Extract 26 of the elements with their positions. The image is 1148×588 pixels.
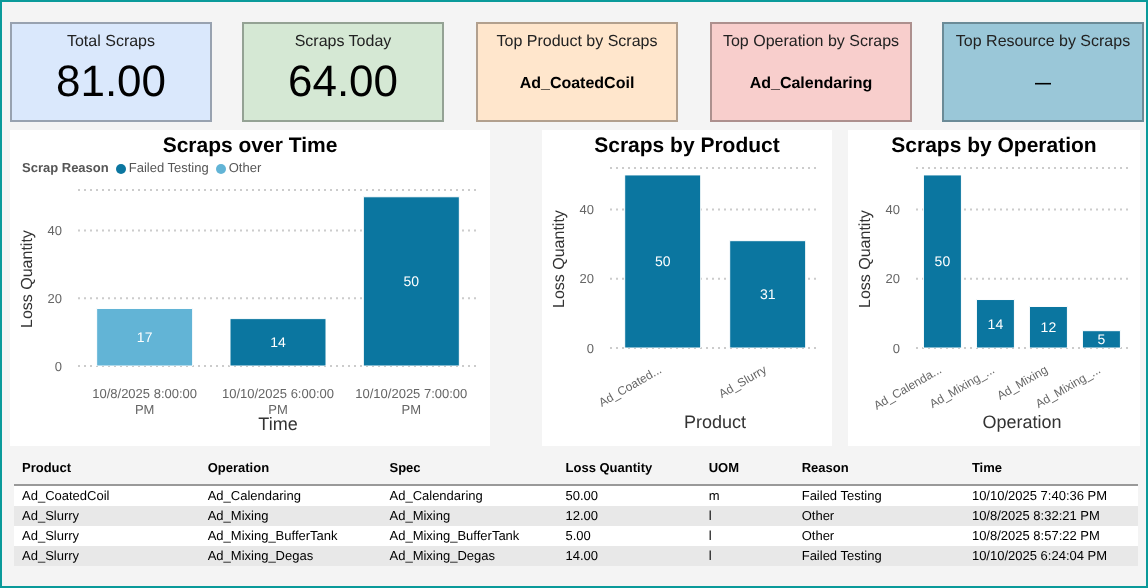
bar xyxy=(362,196,460,366)
chart-title: Scraps by Operation xyxy=(889,134,1099,158)
text: Ad_Calendaring xyxy=(747,74,875,92)
bar xyxy=(96,307,194,366)
text: 81.00 xyxy=(53,56,169,108)
text: Top Resource by Scraps xyxy=(953,32,1133,50)
text: 64.00 xyxy=(285,56,401,108)
text: Top Product by Scraps xyxy=(494,32,660,50)
bar xyxy=(922,174,962,348)
chart-title: Scraps by Product xyxy=(592,134,782,158)
bar xyxy=(229,318,327,366)
y-axis-title: Loss Quantity xyxy=(855,210,874,308)
chart-title: Scraps over Time xyxy=(160,134,340,158)
x-axis-title: Time xyxy=(258,414,298,434)
y-axis-title: Loss Quantity xyxy=(17,230,36,328)
x-axis-title: Product xyxy=(683,412,747,432)
text: Total Scraps xyxy=(64,32,158,50)
text: Top Operation by Scraps xyxy=(720,32,902,50)
y-axis-title: Loss Quantity xyxy=(549,210,568,308)
bar xyxy=(1081,330,1121,348)
text: Ad_CoatedCoil xyxy=(517,74,637,92)
text: — xyxy=(1033,74,1053,92)
x-axis-title: Operation xyxy=(982,412,1062,432)
bar xyxy=(975,299,1015,348)
text: Scraps Today xyxy=(292,32,394,50)
bar xyxy=(1028,305,1068,348)
